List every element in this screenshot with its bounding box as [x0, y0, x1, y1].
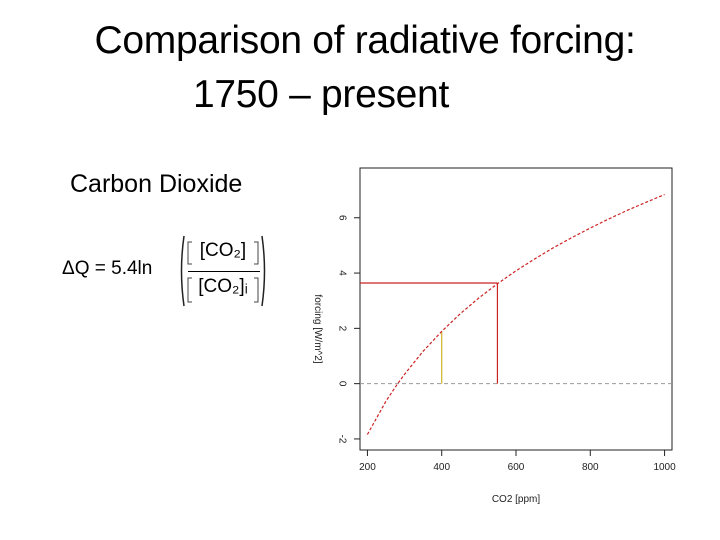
- x-tick-label: 600: [508, 462, 525, 473]
- formula-numerator: [CO₂]: [199, 240, 247, 261]
- x-axis-label: CO2 [ppm]: [492, 494, 541, 505]
- y-tick-label: 4: [336, 270, 347, 276]
- formula-fraction: [CO₂] [CO₂]ᵢ: [178, 234, 268, 308]
- x-tick-label: 1000: [653, 462, 676, 473]
- forcing-curve: [366, 193, 665, 435]
- x-tick-label: 200: [359, 462, 376, 473]
- title-line-1: Comparison of radiative forcing:: [94, 19, 636, 62]
- x-tick-label: 400: [433, 462, 450, 473]
- x-tick-label: 800: [582, 462, 599, 473]
- forcing-formula: ΔQ = 5.4ln [CO₂] [CO₂]ᵢ: [60, 232, 280, 312]
- formula-denominator: [CO₂]ᵢ: [198, 276, 248, 297]
- y-axis-label: forcing [W/m^2]: [312, 294, 323, 363]
- title-line-2: 1750 – present: [192, 73, 449, 116]
- slide-title: Comparison of radiative forcing: 1750 – …: [0, 14, 720, 122]
- fraction-bar: [188, 271, 260, 272]
- y-tick-label: 0: [336, 381, 347, 387]
- plot-frame: [359, 167, 673, 451]
- y-tick-label: -2: [336, 434, 347, 443]
- axis-ticks: 200 400 600 800 1000 -2 0 2 4 6: [336, 215, 676, 473]
- y-tick-label: 2: [336, 326, 347, 332]
- formula-lhs: ΔQ = 5.4ln: [62, 258, 153, 279]
- annotations: [360, 282, 672, 385]
- formula-brackets: [180, 235, 266, 307]
- subtitle: Carbon Dioxide: [70, 170, 243, 198]
- y-tick-label: 6: [336, 215, 347, 221]
